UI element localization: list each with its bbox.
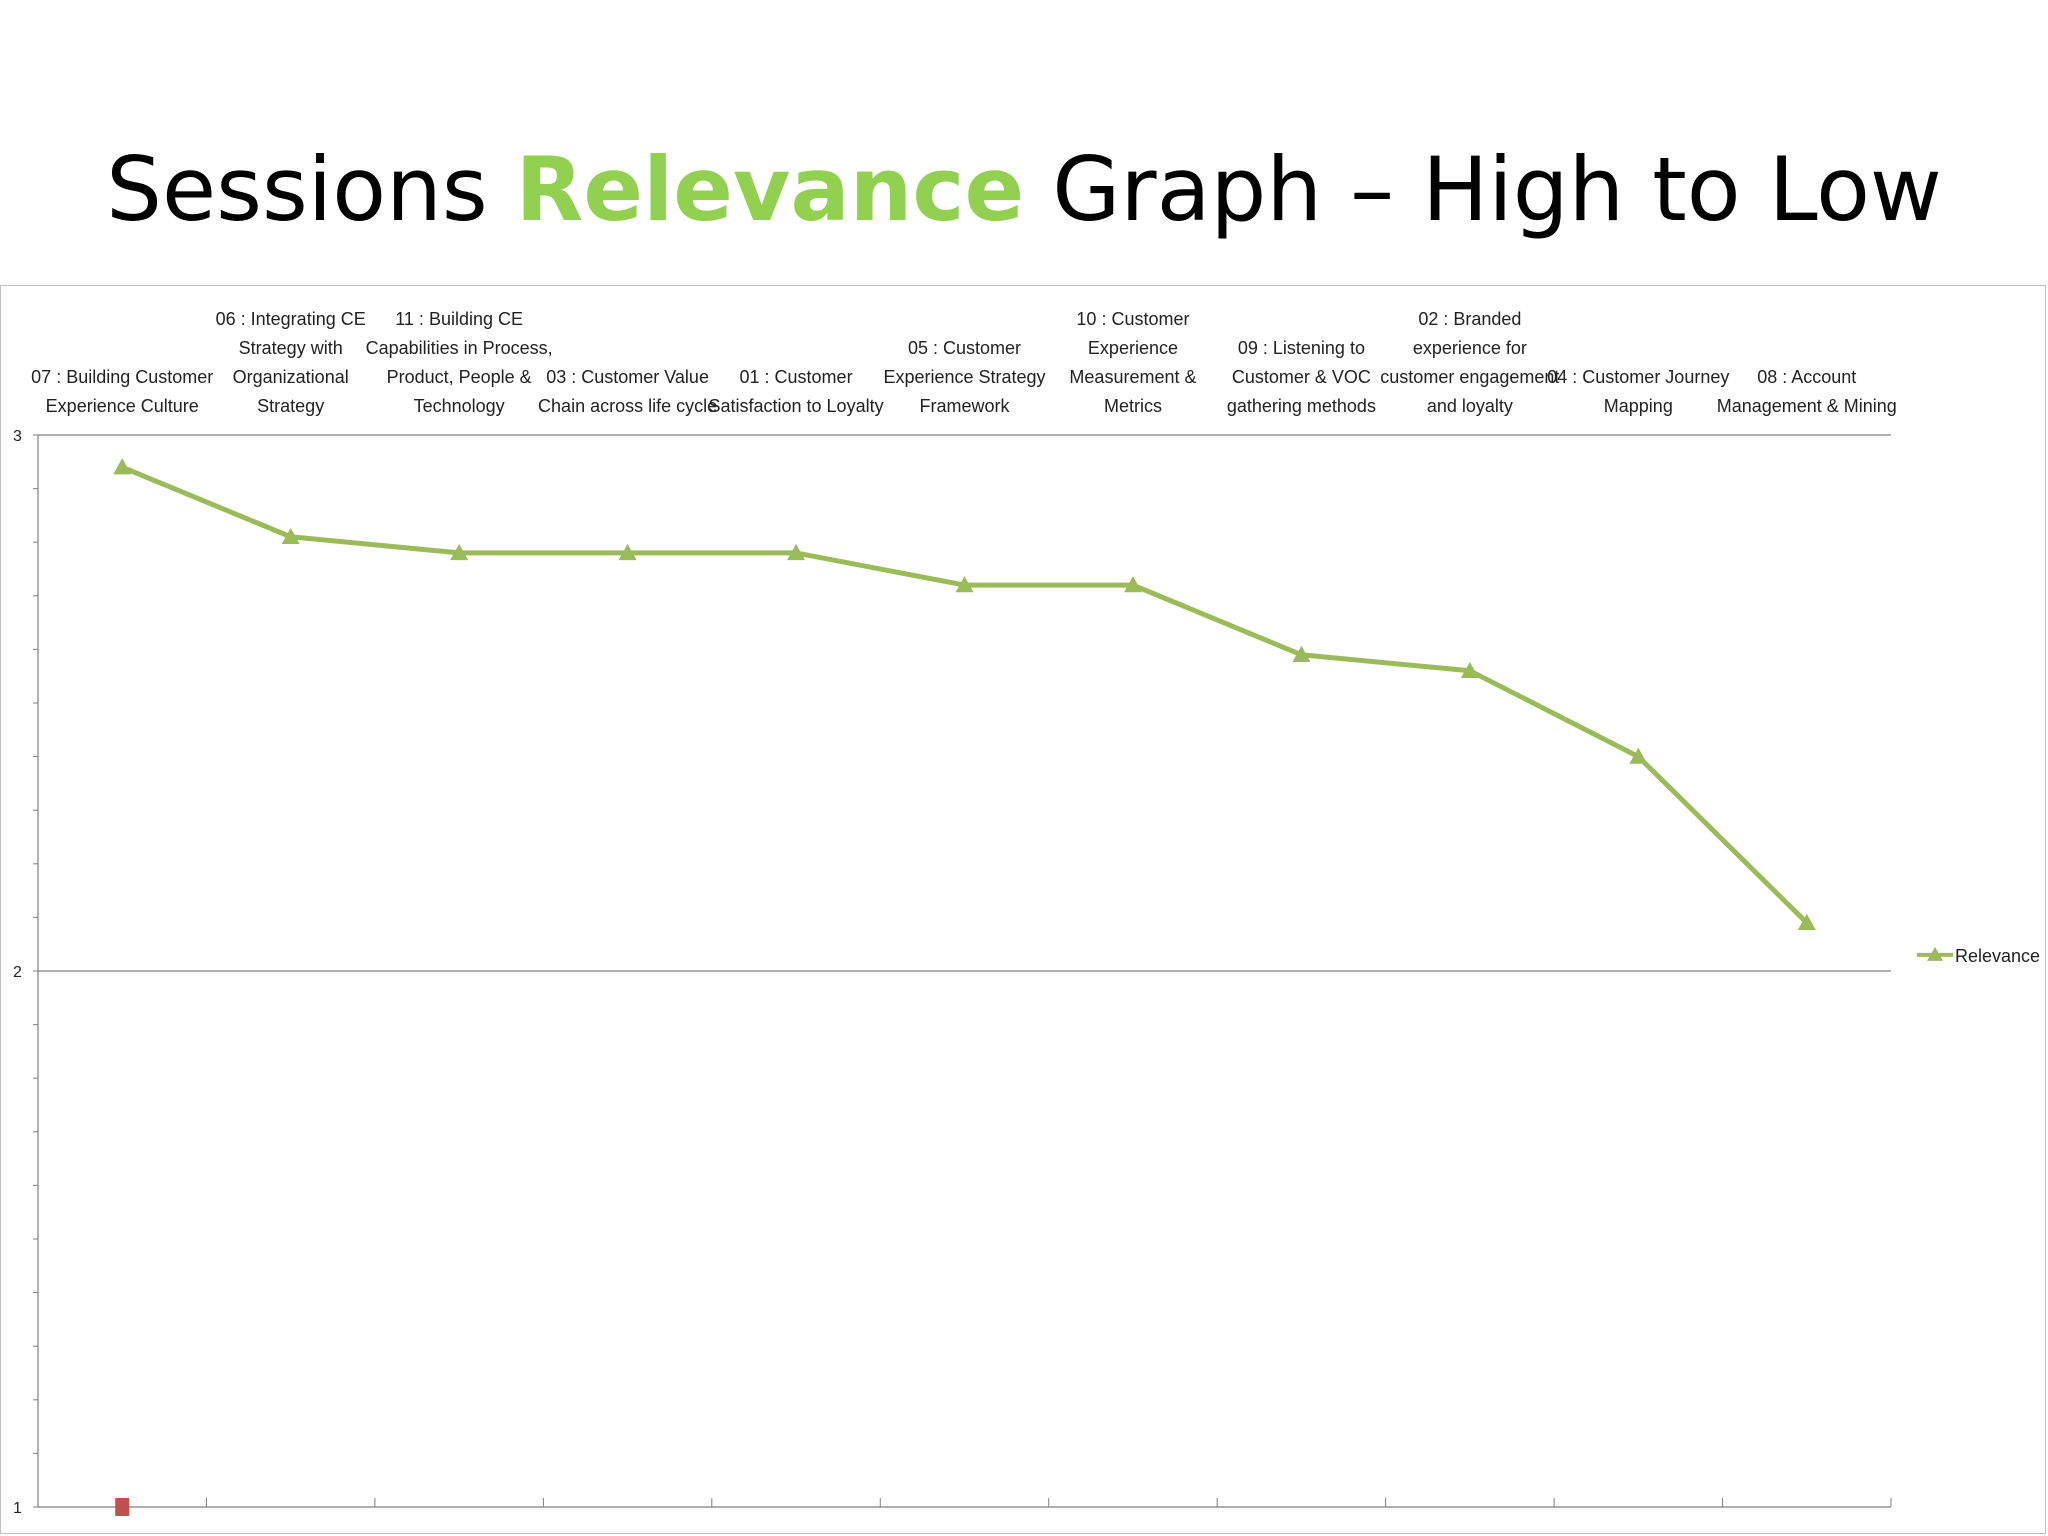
data-point [1123, 576, 1142, 593]
title-accent: Relevance [515, 138, 1025, 241]
data-point [1292, 645, 1311, 662]
series-line-relevance [121, 464, 1809, 925]
data-point [618, 543, 637, 561]
y-tick-label: 3 [13, 428, 22, 445]
chart-frame: 1 2 3 07 : Building Customer Experience Cult… [0, 285, 2046, 1534]
x-category-label: 10 : Customer Experience Measurement & Metr… [1069, 309, 1196, 416]
data-point [787, 543, 806, 561]
data-point [450, 543, 469, 561]
title-pre: Sessions [106, 138, 516, 241]
line-chart: 1 2 3 07 : Building Customer Experience Cult… [13, 309, 2040, 1517]
data-point [1460, 661, 1479, 679]
x-category-label: 01 : Customer Satisfaction to Loyalty [708, 367, 883, 416]
legend-marker [1927, 946, 1943, 961]
data-point [1629, 747, 1648, 764]
x-category-label: 04 : Customer Journey Mapping [1547, 367, 1729, 416]
data-point [955, 576, 974, 593]
x-category-label: 02 : Branded experience for customer engag… [1380, 309, 1559, 416]
x-category-label: 07 : Building Customer Experience Culture [31, 367, 213, 416]
slide-title: Sessions Relevance Graph – High to Low [0, 135, 2048, 245]
data-point [281, 527, 300, 545]
x-category-label: 09 : Listening to Customer & VOC gathering… [1227, 338, 1376, 416]
stray-marker [115, 1498, 130, 1516]
x-category-label: 06 : Integrating CE Strategy with Organiza… [216, 309, 366, 416]
x-category-label: 08 : Account Management & Mining [1717, 367, 1897, 416]
y-tick-label: 2 [13, 964, 22, 981]
data-point [1797, 913, 1816, 930]
data-point [113, 458, 132, 475]
x-category-label: 11 : Building CE Capabilities in Process,… [366, 309, 553, 416]
title-post: Graph – High to Low [1024, 138, 1942, 241]
y-tick-label: 1 [13, 1500, 22, 1517]
x-category-label: 05 : Customer Experience Strategy Framewor… [883, 338, 1045, 416]
legend-label: Relevance [1955, 946, 2040, 966]
x-category-label: 03 : Customer Value Chain across life cyc… [538, 367, 717, 416]
